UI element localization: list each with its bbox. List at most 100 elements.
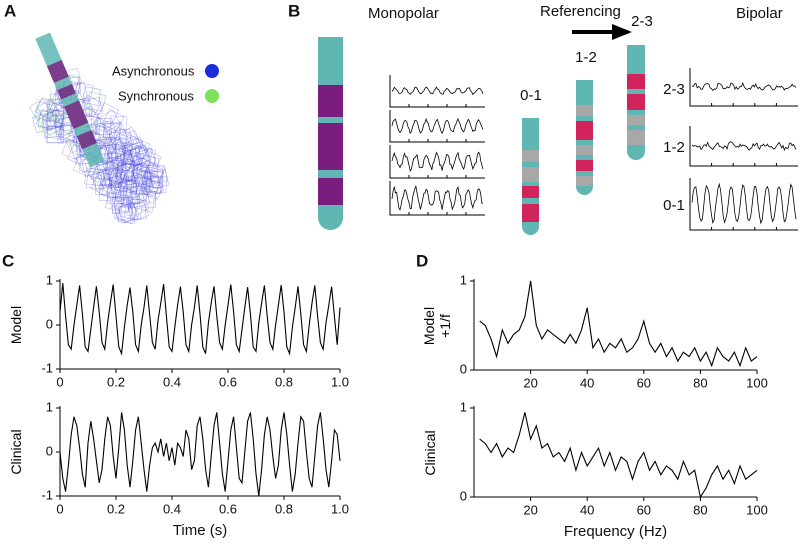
neuron-patch bbox=[134, 157, 157, 180]
neuron-patch bbox=[110, 179, 133, 202]
neuron-patch bbox=[106, 179, 126, 199]
neuron-patch bbox=[135, 152, 157, 174]
neuron-patch bbox=[142, 162, 165, 185]
neuron-patch bbox=[138, 190, 156, 208]
neuron-patch bbox=[148, 164, 168, 185]
neuron-patch bbox=[112, 181, 133, 201]
neuron-patch bbox=[35, 108, 58, 132]
y-tick-label: 1 bbox=[46, 399, 53, 414]
neuron-patch bbox=[132, 166, 153, 187]
contact-band bbox=[522, 204, 539, 222]
neuron-patch bbox=[102, 120, 122, 140]
y-tick-label: 1 bbox=[460, 272, 467, 287]
x-tick-label: 1.0 bbox=[331, 501, 349, 516]
shaft-body bbox=[35, 32, 105, 168]
neuron-patch bbox=[105, 121, 128, 143]
contact-band bbox=[576, 160, 593, 171]
neuron-patch bbox=[46, 102, 65, 121]
neuron-patch bbox=[113, 128, 132, 147]
contact-band bbox=[576, 176, 593, 186]
neuron-patch bbox=[61, 138, 84, 161]
neuron-patch bbox=[121, 134, 144, 156]
neuron-patch bbox=[112, 150, 135, 172]
neuron-patch bbox=[128, 202, 147, 220]
neuron-patch bbox=[114, 142, 133, 161]
x-tick-label: 20 bbox=[523, 502, 537, 517]
panel-letter: B bbox=[288, 1, 300, 20]
neuron-patch bbox=[113, 202, 134, 222]
neuron-patch bbox=[41, 113, 64, 136]
neuron-patch bbox=[131, 163, 154, 186]
neuron-patch bbox=[104, 156, 126, 178]
line-series bbox=[59, 283, 341, 356]
neuron-patch bbox=[98, 184, 117, 202]
neuron-patch bbox=[122, 147, 143, 169]
neuron-patch bbox=[133, 146, 153, 165]
neuron-patch bbox=[128, 155, 151, 177]
x-tick-label: 100 bbox=[746, 502, 768, 517]
neuron-patch bbox=[132, 176, 151, 195]
neuron-patch bbox=[140, 155, 160, 175]
neuron-patch bbox=[119, 174, 141, 195]
neuron-patch bbox=[132, 176, 151, 196]
trace-label: 2-3 bbox=[663, 81, 685, 98]
line-series bbox=[59, 412, 341, 497]
trace-frame bbox=[689, 68, 798, 107]
neuron-patch bbox=[136, 192, 157, 213]
neuron-patch bbox=[108, 173, 129, 195]
neuron-patch bbox=[142, 175, 164, 198]
neuron-patch bbox=[128, 144, 151, 168]
contact-band bbox=[318, 178, 343, 205]
heading: Referencing bbox=[540, 3, 621, 20]
neuron-patch bbox=[44, 109, 66, 131]
neuron-patch bbox=[107, 143, 126, 162]
neuron-patch bbox=[144, 175, 164, 195]
heading: Bipolar bbox=[736, 5, 783, 22]
contact-band bbox=[576, 105, 593, 116]
neuron-patch bbox=[44, 120, 64, 140]
trace-frame bbox=[689, 126, 798, 167]
neuron-patch bbox=[141, 175, 160, 194]
neuron-patch bbox=[119, 180, 137, 199]
neuron-patch bbox=[41, 115, 59, 133]
contact-band bbox=[318, 85, 343, 117]
neuron-patch bbox=[135, 170, 157, 193]
trace-label: 1-2 bbox=[663, 139, 685, 156]
heading: Monopolar bbox=[368, 5, 439, 22]
neuron-patch bbox=[115, 161, 136, 182]
neuron-patch bbox=[104, 156, 123, 175]
neuron-patch bbox=[117, 202, 139, 224]
neuron-patch bbox=[124, 201, 143, 221]
neuron-patch bbox=[131, 170, 149, 188]
contact-band bbox=[522, 167, 539, 182]
y-axis-label: Model +1/f bbox=[421, 306, 453, 345]
electrode bbox=[627, 45, 645, 57]
neuron-patch bbox=[91, 169, 113, 191]
neuron-patch bbox=[46, 102, 69, 125]
neuron-patch bbox=[41, 108, 64, 132]
trace-frame bbox=[389, 145, 485, 179]
neuron-patch bbox=[96, 160, 118, 182]
panel-letter: C bbox=[2, 251, 14, 270]
contact-band bbox=[576, 121, 593, 140]
neuron-patch bbox=[117, 205, 137, 224]
y-tick-label: -1 bbox=[41, 360, 53, 375]
trace-frame bbox=[389, 181, 485, 216]
y-tick-label: 1 bbox=[460, 399, 467, 414]
neuron-patch bbox=[96, 102, 120, 125]
neuron-patch bbox=[149, 175, 168, 193]
neuron-patch bbox=[139, 149, 162, 172]
neuron-patch bbox=[89, 163, 113, 187]
electrode-shaft bbox=[35, 32, 105, 168]
neuron-patch bbox=[119, 162, 142, 185]
y-tick-label: 0 bbox=[46, 316, 53, 331]
neuron-patch bbox=[117, 201, 140, 224]
neuron-patch bbox=[117, 126, 140, 150]
x-tick-label: 0.8 bbox=[275, 374, 293, 389]
neuron-patch bbox=[146, 171, 164, 188]
neuron-patch bbox=[112, 196, 129, 214]
neuron-patch bbox=[37, 110, 56, 129]
neuron-patch bbox=[130, 182, 149, 202]
neuron-patch bbox=[133, 168, 156, 191]
neuron-patch bbox=[35, 107, 59, 131]
